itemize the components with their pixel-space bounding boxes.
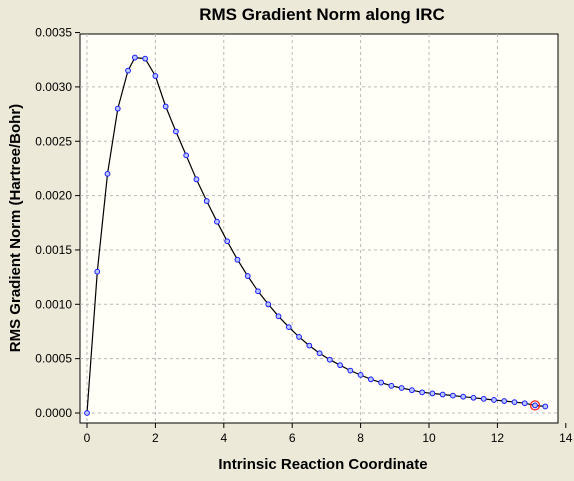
x-axis-ticks: 0 2 4 6 8 10 12 14 (84, 423, 573, 445)
data-point (439, 391, 446, 398)
data-point (398, 385, 405, 391)
chart-title: RMS Gradient Norm along IRC (199, 5, 445, 24)
data-point (532, 402, 538, 409)
data-point (378, 379, 385, 386)
data-point (275, 313, 282, 320)
y-tick-label: 0.0035 (35, 26, 72, 40)
data-point (142, 55, 149, 62)
y-tick-label: 0.0005 (35, 352, 72, 366)
data-point (193, 176, 200, 183)
data-point (306, 342, 313, 349)
y-axis-ticks: 0.0000 0.0005 0.0010 0.0015 0.0020 0.0025 0.00… (35, 26, 80, 420)
data-point (244, 273, 251, 279)
x-tick-label: 8 (357, 431, 364, 445)
data-point (203, 198, 210, 204)
data-point (460, 393, 467, 400)
data-point (255, 288, 261, 295)
x-tick-label: 2 (152, 431, 159, 445)
x-axis-label: Intrinsic Reaction Coordinate (218, 456, 427, 473)
data-point (265, 301, 272, 308)
data-point (234, 256, 241, 263)
data-point (104, 170, 111, 177)
data-point (183, 152, 190, 159)
data-point (491, 397, 497, 403)
data-point (388, 382, 395, 389)
plot-area (79, 33, 559, 424)
data-point (347, 367, 354, 374)
current-point-highlight (529, 400, 541, 411)
data-point (429, 390, 436, 397)
data-point (326, 356, 333, 363)
data-point (470, 394, 477, 401)
data-point (409, 387, 415, 394)
data-point (521, 400, 528, 407)
data-point (542, 403, 549, 410)
data-point (114, 105, 121, 112)
data-point (173, 128, 179, 135)
x-tick-label: 0 (84, 431, 91, 445)
series-line (86, 56, 546, 414)
x-tick-label: 4 (220, 431, 227, 445)
data-point (480, 395, 487, 402)
data-point (367, 376, 374, 383)
data-point (214, 218, 220, 225)
y-tick-label: 0.0000 (35, 406, 72, 420)
data-point (501, 398, 508, 404)
data-point (450, 392, 456, 399)
data-point (131, 54, 138, 61)
series-group (84, 54, 549, 416)
data-point (94, 268, 101, 275)
y-tick-label: 0.0025 (35, 134, 72, 148)
x-tick-label: 12 (491, 431, 505, 445)
y-tick-label: 0.0020 (35, 189, 72, 203)
data-point (316, 350, 323, 357)
y-tick-label: 0.0015 (35, 243, 72, 257)
data-point (357, 372, 364, 378)
data-point (419, 389, 426, 396)
y-tick-label: 0.0030 (35, 80, 72, 94)
y-axis-label: RMS Gradient Norm (Hartree/Bohr) (7, 104, 24, 352)
y-tick-label: 0.0010 (35, 297, 72, 311)
data-point (162, 103, 169, 110)
data-point (337, 362, 343, 369)
data-point (511, 399, 518, 406)
data-point (84, 410, 90, 416)
data-point (296, 334, 302, 340)
data-point (152, 73, 159, 79)
data-point (224, 238, 231, 245)
x-tick-label: 10 (422, 431, 436, 445)
x-tick-label: 6 (289, 431, 296, 445)
x-tick-label: 14 (559, 431, 573, 445)
data-point (285, 324, 292, 331)
data-point (125, 67, 131, 74)
